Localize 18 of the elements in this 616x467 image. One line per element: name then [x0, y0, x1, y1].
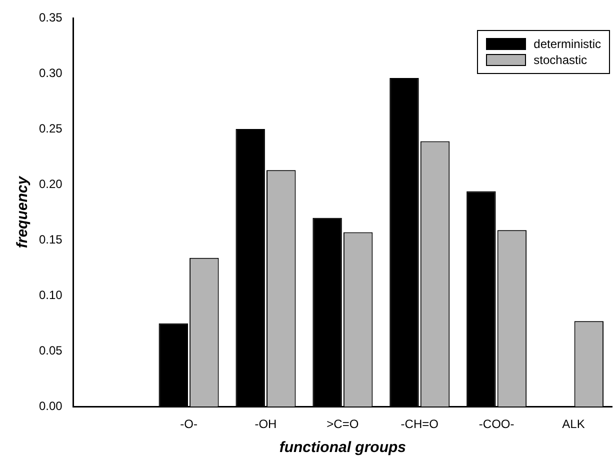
x-tick-label: -OH: [254, 417, 277, 432]
legend-label: deterministic: [534, 37, 601, 51]
legend-label: stochastic: [534, 53, 587, 67]
y-tick-label: 0.10: [38, 288, 63, 302]
y-tick-label: 0.00: [38, 398, 63, 413]
y-tick-label: 0.20: [38, 176, 63, 191]
y-tick-label: 0.30: [38, 66, 63, 80]
y-tick-label: 0.35: [38, 10, 63, 24]
x-tick-label: -O-: [180, 417, 198, 432]
x-tick-label: ALK: [562, 417, 585, 432]
y-tick-label: 0.25: [38, 121, 63, 136]
x-tick-label: >C=O: [326, 417, 359, 432]
y-axis-title: frequency: [14, 176, 32, 248]
y-tick-label: 0.05: [38, 343, 63, 358]
x-tick-label: -CH=O: [400, 417, 438, 432]
y-tick-label: 0.15: [38, 232, 63, 246]
x-axis-title: functional groups: [279, 439, 406, 456]
x-tick-label: -COO-: [478, 417, 514, 432]
